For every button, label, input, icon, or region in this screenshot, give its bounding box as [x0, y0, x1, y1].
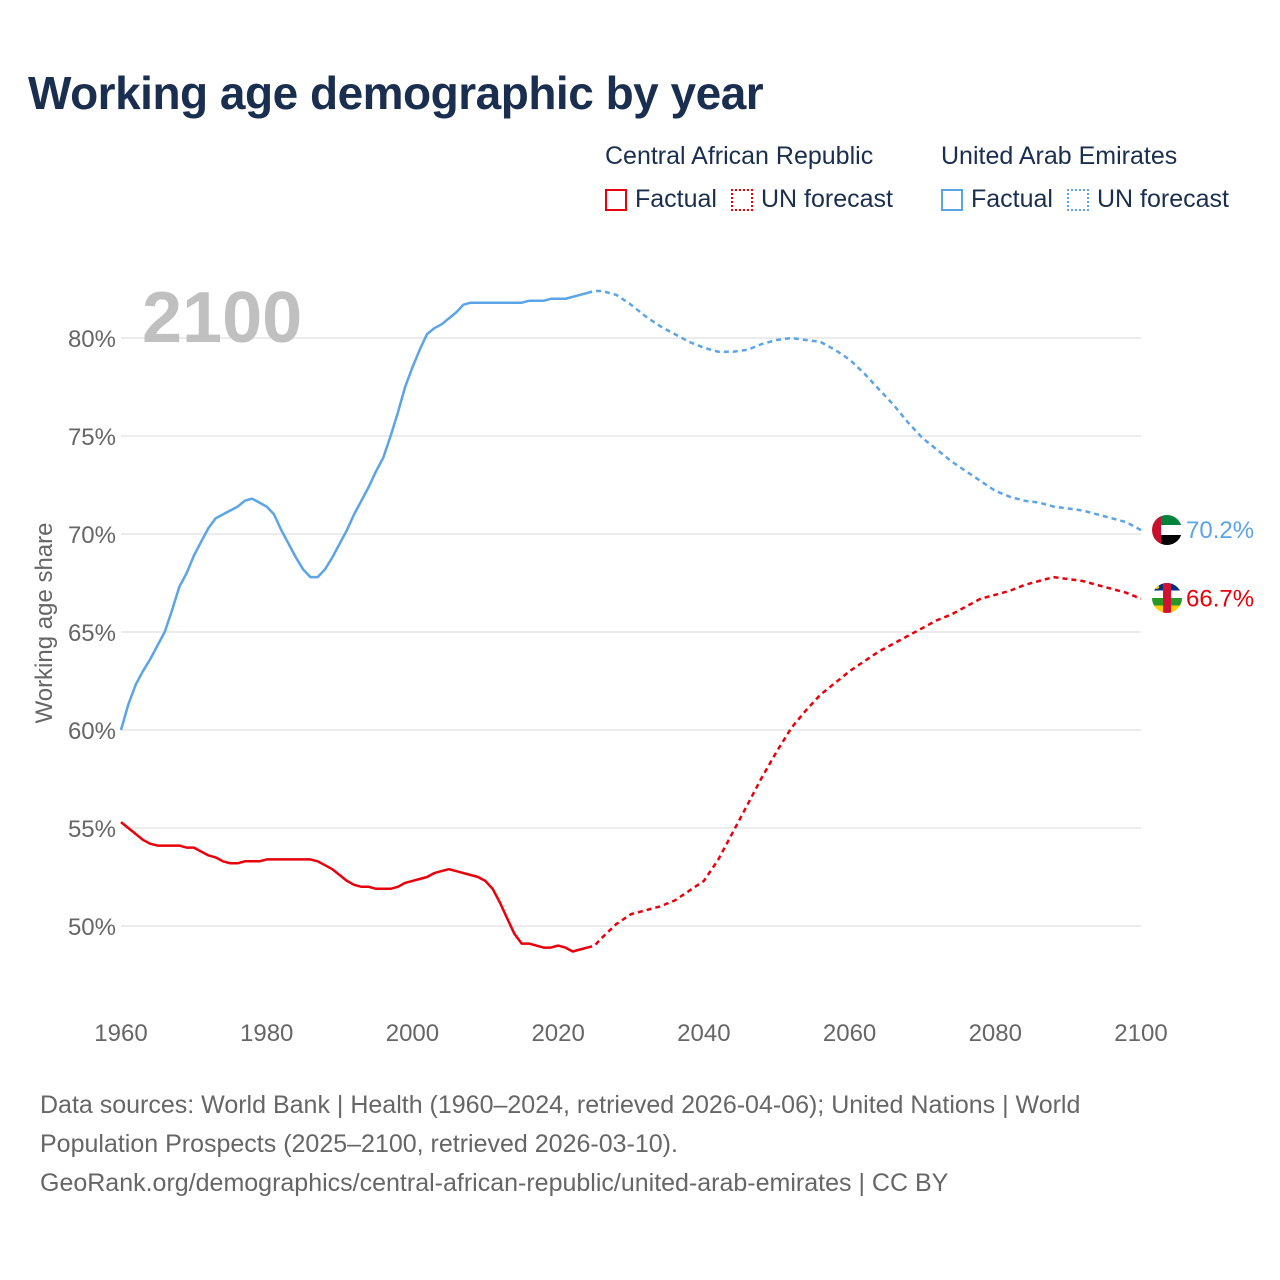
series-line-forecast-central-african-republic [586, 575, 1142, 949]
y-tick-label: 50% [68, 914, 116, 941]
y-tick-label: 60% [68, 718, 116, 745]
legend-country-label: United Arab Emirates [941, 142, 1178, 170]
end-labels: 70.2% 66.7% [1186, 517, 1254, 613]
series-line-factual-central-african-republic [120, 821, 588, 953]
y-axis-ticks: 50% 55% 60% 65% 70% 75% 80% [68, 326, 116, 941]
legend-country-label: Central African Republic [605, 142, 874, 170]
footer-sources-line2: Population Prospects (2025–2100, retriev… [40, 1130, 678, 1158]
legend-item-forecast[interactable]: UN forecast [730, 185, 893, 214]
legend-swatch-solid [941, 188, 963, 211]
end-value-label-united-arab-emirates: 70.2% [1186, 517, 1254, 544]
y-tick-label: 70% [68, 522, 116, 549]
footer: Data sources: World Bank | Health (1960–… [40, 1086, 1240, 1203]
gridlines [121, 337, 1141, 927]
legend-label-factual: Factual [971, 185, 1053, 213]
legend-swatch-solid [605, 188, 627, 211]
x-tick-label: 2040 [677, 1020, 730, 1047]
y-axis-label: Working age share [31, 523, 58, 724]
x-tick-label: 2060 [823, 1020, 876, 1047]
x-tick-label: 2020 [531, 1020, 584, 1047]
flag-uae-icon [1152, 515, 1182, 545]
y-tick-label: 65% [68, 620, 116, 647]
legend-item-factual[interactable]: Factual [941, 185, 1053, 214]
legend-swatch-dotted [730, 188, 753, 211]
x-tick-label: 2100 [1114, 1020, 1167, 1047]
legend-label-factual: Factual [635, 185, 717, 213]
legend-item-forecast[interactable]: UN forecast [1066, 185, 1229, 214]
y-tick-label: 75% [68, 424, 116, 451]
year-watermark: 2100 [142, 278, 302, 358]
series-line-factual-united-arab-emirates [119, 291, 588, 731]
legend-group-united-arab-emirates: United Arab Emirates Factual UN forecast [941, 142, 1229, 214]
footer-sources-line1: Data sources: World Bank | Health (1960–… [40, 1091, 1081, 1119]
legend-swatch-dotted [1066, 188, 1089, 211]
y-tick-label: 55% [68, 816, 116, 843]
legend-label-forecast: UN forecast [1096, 185, 1229, 213]
legend-item-factual[interactable]: Factual [605, 185, 717, 214]
legend-group-central-african-republic: Central African Republic Factual UN fore… [605, 142, 893, 214]
x-axis-ticks: 1960 1980 2000 2020 2040 2060 2080 2100 [94, 1020, 1167, 1047]
x-tick-label: 1980 [240, 1020, 293, 1047]
flag-central-african-republic-icon [1152, 583, 1182, 613]
x-tick-label: 2000 [386, 1020, 439, 1047]
end-value-label-central-african-republic: 66.7% [1186, 586, 1254, 613]
series-lines [119, 289, 1142, 953]
y-tick-label: 80% [68, 326, 116, 353]
series-line-forecast-united-arab-emirates [586, 289, 1142, 532]
chart-title: Working age demographic by year [28, 67, 764, 119]
x-tick-label: 1960 [94, 1020, 147, 1047]
footer-credit[interactable]: GeoRank.org/demographics/central-african… [40, 1169, 949, 1197]
legend-label-forecast: UN forecast [760, 185, 893, 213]
x-tick-label: 2080 [969, 1020, 1022, 1047]
